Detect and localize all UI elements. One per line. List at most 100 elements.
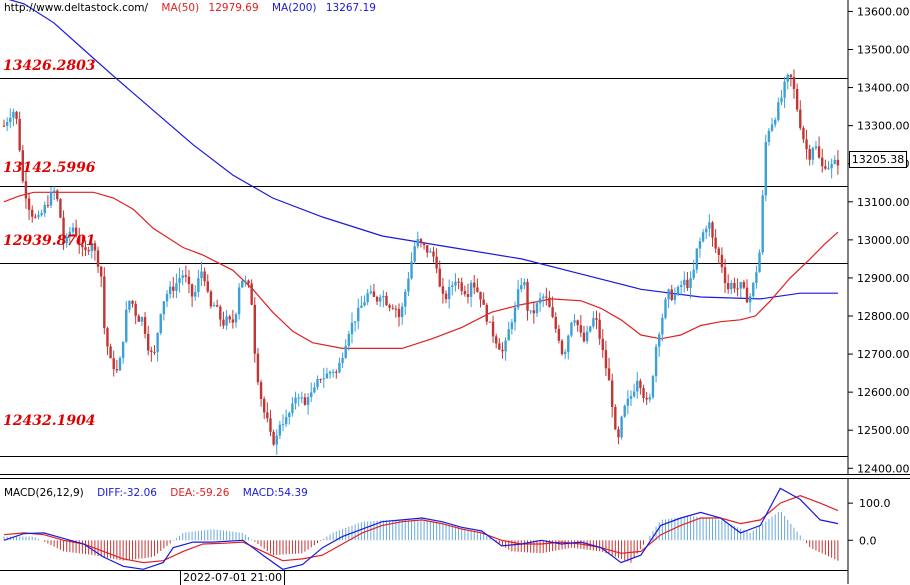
- candle-body: [526, 282, 529, 311]
- candle-body: [799, 109, 802, 128]
- candle-body: [156, 332, 159, 353]
- candle-body: [153, 351, 156, 353]
- candle-body: [62, 217, 65, 244]
- chart-header: http://www.deltastock.com/ MA(50) 12979.…: [4, 2, 386, 14]
- candle-body: [231, 319, 235, 323]
- candle-body: [147, 333, 150, 351]
- candle-body: [745, 287, 749, 303]
- candle-body: [723, 267, 727, 284]
- candle-body: [748, 296, 752, 303]
- candle-body: [375, 296, 379, 302]
- candle-body: [836, 159, 840, 166]
- candle-body: [388, 305, 391, 308]
- candle-body: [306, 397, 310, 405]
- price-tick-label: 13000.00: [857, 234, 910, 247]
- candle-body: [438, 268, 441, 287]
- candle-body: [761, 195, 764, 253]
- candle-body: [172, 286, 175, 291]
- candle-body: [742, 282, 746, 288]
- candle-body: [752, 282, 755, 297]
- candle-body: [65, 236, 68, 244]
- candle-body: [447, 286, 451, 300]
- candlesticks: [2, 69, 840, 455]
- price-tick-label: 13400.00: [857, 82, 910, 95]
- candle-body: [187, 276, 191, 285]
- candle-body: [595, 318, 598, 320]
- candle-body: [369, 291, 372, 294]
- candle-body: [222, 319, 225, 326]
- candle-body: [206, 281, 209, 292]
- ma50-value: 12979.69: [208, 2, 259, 14]
- candle-body: [159, 314, 162, 333]
- candle-body: [335, 371, 338, 373]
- ma200-line: [8, 0, 838, 300]
- candle-body: [52, 190, 56, 193]
- candle-body: [667, 289, 670, 300]
- candle-body: [479, 291, 482, 300]
- candle-body: [614, 407, 617, 430]
- level-label-12939: 12939.8701: [3, 233, 96, 249]
- candle-body: [125, 309, 128, 342]
- candle-body: [629, 396, 633, 399]
- candle-body: [789, 74, 793, 78]
- candle-body: [256, 353, 260, 383]
- candle-body: [96, 250, 100, 267]
- candle-body: [777, 102, 780, 120]
- candle-body: [269, 418, 272, 432]
- candle-body: [705, 228, 708, 233]
- candle-body: [651, 376, 655, 398]
- macd-tick-label: 100.0: [859, 497, 891, 510]
- candle-body: [21, 150, 25, 182]
- candle-body: [284, 417, 288, 425]
- candle-body: [184, 275, 188, 277]
- candle-body: [382, 295, 385, 298]
- candle-body: [582, 332, 586, 342]
- candle-body: [103, 276, 106, 329]
- candle-body: [601, 338, 604, 351]
- level-label-12432: 12432.1904: [3, 413, 96, 429]
- candle-body: [814, 146, 818, 149]
- price-tick-label: 12500.00: [857, 424, 910, 437]
- candle-body: [241, 280, 244, 288]
- candle-body: [783, 81, 786, 98]
- candle-body: [673, 294, 677, 300]
- candle-body: [404, 291, 407, 307]
- candle-body: [419, 239, 423, 243]
- candle-body: [288, 412, 291, 418]
- candle-body: [607, 368, 611, 381]
- candle-body: [507, 329, 510, 341]
- candle-body: [140, 317, 144, 322]
- candle-body: [197, 278, 200, 293]
- candle-body: [338, 362, 341, 373]
- candle-body: [695, 248, 699, 270]
- candle-body: [328, 371, 332, 374]
- candle-body: [698, 241, 702, 249]
- candle-body: [134, 303, 137, 316]
- candle-body: [378, 297, 382, 302]
- candle-body: [366, 293, 369, 303]
- candle-body: [758, 252, 761, 273]
- candle-body: [567, 335, 570, 353]
- candle-body: [385, 295, 388, 306]
- candle-body: [416, 239, 420, 247]
- macd-tick-label: 0.0: [859, 534, 877, 547]
- candle-body: [664, 299, 667, 318]
- macd-dea-value: DEA:-59.26: [170, 487, 230, 499]
- candle-body: [344, 345, 347, 358]
- price-tick-label: 12400.00: [857, 462, 910, 475]
- candle-body: [190, 284, 194, 297]
- candle-body: [441, 286, 445, 294]
- candle-body: [520, 285, 523, 290]
- ma50-label: MA(50): [161, 2, 200, 14]
- candle-body: [34, 216, 37, 218]
- candle-body: [560, 340, 564, 355]
- candle-body: [811, 148, 815, 160]
- candle-body: [770, 124, 774, 131]
- candle-body: [310, 392, 313, 398]
- candle-body: [554, 316, 557, 329]
- candle-body: [532, 310, 536, 314]
- candle-body: [817, 146, 821, 158]
- candle-body: [394, 308, 398, 310]
